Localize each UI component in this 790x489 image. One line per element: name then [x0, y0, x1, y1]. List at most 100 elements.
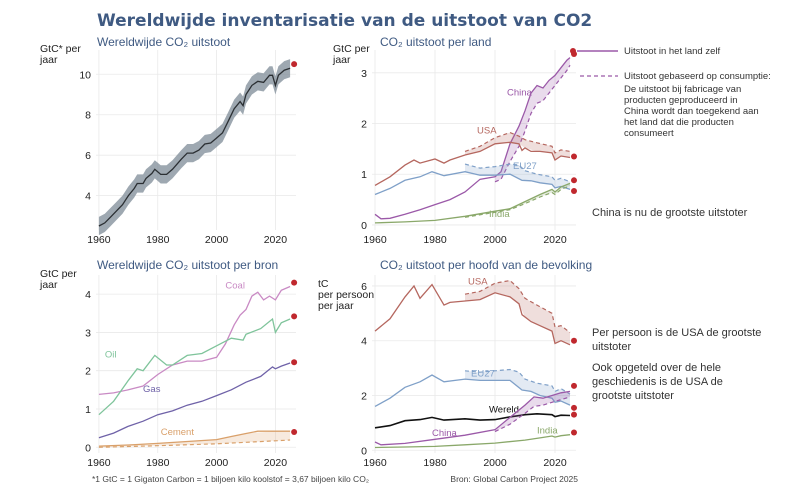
legend-explanation-line: consumeert — [624, 128, 674, 139]
series-line-Coal — [98, 285, 291, 396]
series-gap-EU27 — [465, 369, 570, 406]
y-axis-label: per persoon — [318, 289, 374, 301]
main-title: Wereldwijde inventarisatie van de uitsto… — [97, 11, 592, 31]
series-consumption-China — [494, 396, 571, 433]
chart-title: CO₂ uitstoot per land — [380, 35, 491, 49]
x-tick-label: 1980 — [423, 234, 447, 246]
series-consumption-USA — [464, 279, 571, 333]
note-cumulative: geschiedenis is de USA de — [592, 376, 723, 388]
y-tick-label: 6 — [85, 150, 91, 162]
end-dot-Coal — [291, 279, 298, 286]
y-tick-label: 1 — [85, 404, 91, 416]
series-line-EU27 — [374, 374, 571, 407]
y-tick-label: 3 — [361, 68, 367, 80]
chart-title: Wereldwijde CO₂ uitstoot — [97, 35, 231, 49]
chart-title: CO₂ uitstoot per hoofd van de bevolking — [380, 258, 592, 272]
series-consumption-India — [464, 185, 571, 218]
note-cumulative: grootste uitstoter — [592, 390, 674, 402]
chart-panel-3: Wereldwijde CO₂ uitstoot per bron GtC per… — [39, 258, 298, 469]
x-tick-label: 1960 — [87, 457, 111, 469]
x-tick-label: 1980 — [146, 457, 170, 469]
series-line-USA — [374, 283, 571, 346]
series-gap-China — [495, 391, 570, 432]
series-label-EU27: EU27 — [513, 161, 537, 172]
end-dot-USA — [571, 337, 577, 344]
series-label-Cement: Cement — [161, 427, 195, 438]
series-line-Cement — [98, 430, 291, 447]
x-tick-label: 2020 — [543, 234, 567, 246]
series-consumption-China — [494, 64, 571, 183]
x-tick-label: 2020 — [543, 457, 567, 469]
legend-explanation-line: het land dat die producten — [624, 117, 734, 128]
series-line-China — [374, 57, 571, 220]
note-percapita: Per persoon is de USA de grootste — [592, 327, 761, 339]
y-tick-label: 2 — [85, 366, 91, 378]
note-china: China is nu de grootste uitstoter — [592, 207, 748, 219]
end-dot-India — [571, 187, 577, 194]
y-tick-label: 10 — [79, 69, 91, 81]
series-consumption-Cement — [98, 439, 291, 448]
y-tick-label: 3 — [85, 327, 91, 339]
series-gap-China — [495, 57, 570, 182]
uncertainty-band — [98, 59, 291, 236]
end-dot-Wereld — [571, 411, 577, 418]
series-line-Oil — [98, 317, 291, 416]
series-label-Coal: Coal — [225, 280, 245, 291]
x-tick-label: 1980 — [423, 457, 447, 469]
y-tick-label: 0 — [361, 220, 367, 232]
y-tick-label: 6 — [361, 281, 367, 293]
end-dot-global — [291, 61, 298, 68]
x-tick-label: 2000 — [483, 234, 507, 246]
series-label-Oil: Oil — [105, 349, 117, 360]
series-gap-Cement — [98, 431, 291, 448]
series-line-Gas — [98, 362, 291, 439]
end-dot-Oil — [291, 313, 298, 320]
legend: Uitstoot in het land zelf Uitstoot gebas… — [570, 46, 771, 139]
end-dot-USA — [571, 153, 577, 160]
y-tick-label: 1 — [361, 169, 367, 181]
note-cumulative: Ook opgeteld over de hele — [592, 362, 721, 374]
y-axis-label: jaar — [39, 54, 58, 66]
end-dot-Gas — [291, 359, 298, 366]
end-dot-China — [571, 404, 577, 411]
note-percapita: uitstoter — [592, 341, 631, 353]
y-tick-label: 4 — [85, 191, 91, 203]
y-tick-label: 4 — [361, 336, 367, 348]
legend-territorial-label: Uitstoot in het land zelf — [624, 46, 720, 57]
legend-consumption-label: Uitstoot gebaseerd op consumptie: — [624, 71, 771, 82]
end-dot-EU27 — [571, 177, 577, 184]
y-axis-label: jaar — [39, 279, 58, 291]
series-label-Gas: Gas — [143, 384, 161, 395]
chart-title: Wereldwijde CO₂ uitstoot per bron — [97, 258, 278, 272]
legend-explanation-line: De uitstoot bij fabricage van — [624, 84, 741, 95]
y-axis-label: GtC per — [333, 43, 370, 55]
y-tick-label: 2 — [361, 119, 367, 131]
end-dot-China — [571, 51, 577, 58]
series-line-India — [374, 434, 571, 449]
series-gap-India — [465, 183, 570, 218]
series-line-China — [374, 390, 571, 446]
legend-explanation-line: China wordt dan toegekend aan — [624, 106, 759, 117]
y-tick-label: 0 — [85, 442, 91, 454]
x-tick-label: 2000 — [483, 457, 507, 469]
series-gap-USA — [465, 280, 570, 345]
series-consumption-EU27 — [464, 163, 571, 183]
y-axis-label: tC — [318, 278, 329, 290]
series-gap-USA — [465, 132, 570, 160]
y-tick-label: 8 — [85, 110, 91, 122]
footnote: *1 GtC = 1 Gigaton Carbon = 1 biljoen ki… — [92, 474, 369, 484]
y-axis-label: jaar — [332, 54, 351, 66]
x-tick-label: 2000 — [205, 234, 229, 246]
series-label-India: India — [489, 209, 510, 220]
series-line-global — [98, 67, 291, 227]
end-dot-India — [571, 429, 577, 436]
legend-explanation-line: producten geproduceerd in — [624, 95, 738, 106]
y-axis-label: per jaar — [318, 300, 354, 312]
x-tick-label: 1960 — [87, 234, 111, 246]
x-tick-label: 2000 — [205, 457, 229, 469]
series-label-India: India — [537, 425, 558, 436]
series-label-USA: USA — [477, 126, 497, 137]
y-axis-label: GtC per — [40, 268, 77, 280]
